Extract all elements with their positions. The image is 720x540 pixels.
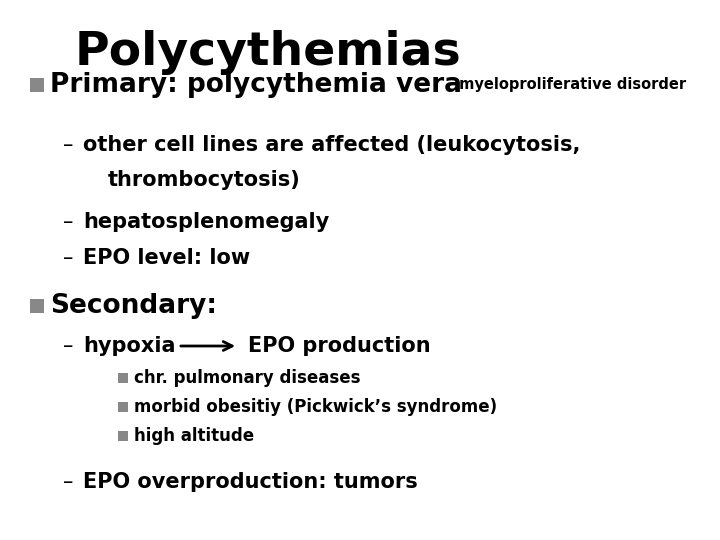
Text: myeloproliferative disorder: myeloproliferative disorder: [454, 78, 686, 92]
Text: –: –: [63, 135, 73, 155]
Text: EPO level: low: EPO level: low: [83, 248, 250, 268]
Text: –: –: [63, 336, 73, 356]
Text: Primary: polycythemia vera: Primary: polycythemia vera: [50, 72, 462, 98]
Bar: [118, 431, 128, 441]
Text: hypoxia: hypoxia: [83, 336, 176, 356]
Text: EPO overproduction: tumors: EPO overproduction: tumors: [83, 472, 418, 492]
Text: –: –: [63, 472, 73, 492]
Text: chr. pulmonary diseases: chr. pulmonary diseases: [134, 369, 361, 387]
Text: Secondary:: Secondary:: [50, 293, 217, 319]
Text: –: –: [63, 212, 73, 232]
Text: –: –: [63, 248, 73, 268]
Text: hepatosplenomegaly: hepatosplenomegaly: [83, 212, 329, 232]
Bar: [30, 78, 44, 92]
Text: other cell lines are affected (leukocytosis,: other cell lines are affected (leukocyto…: [83, 135, 580, 155]
Text: high altitude: high altitude: [134, 427, 254, 445]
Text: thrombocytosis): thrombocytosis): [108, 170, 301, 190]
Text: Polycythemias: Polycythemias: [75, 30, 462, 75]
Bar: [118, 373, 128, 383]
Text: morbid obesitiy (Pickwick’s syndrome): morbid obesitiy (Pickwick’s syndrome): [134, 398, 497, 416]
Bar: [30, 299, 44, 313]
Text: EPO production: EPO production: [248, 336, 431, 356]
Bar: [118, 402, 128, 412]
